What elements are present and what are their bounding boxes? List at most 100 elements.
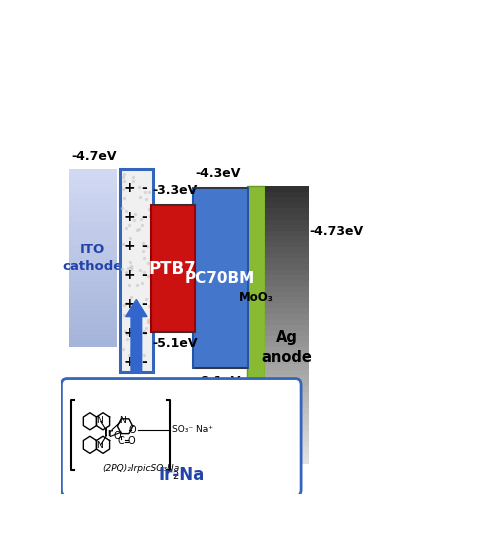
Text: PC70BM: PC70BM bbox=[185, 271, 255, 286]
Text: -4.73eV: -4.73eV bbox=[310, 225, 364, 238]
Bar bbox=[265, 420, 309, 425]
Text: -: - bbox=[141, 239, 146, 253]
Bar bbox=[69, 181, 116, 187]
Bar bbox=[265, 209, 309, 214]
Bar bbox=[265, 220, 309, 225]
Bar bbox=[69, 228, 116, 234]
Bar bbox=[265, 286, 309, 292]
Bar bbox=[265, 447, 309, 453]
Text: N: N bbox=[96, 416, 103, 425]
Text: PTB7: PTB7 bbox=[149, 260, 196, 278]
Bar bbox=[265, 186, 309, 192]
Text: -: - bbox=[141, 268, 146, 282]
Bar bbox=[265, 231, 309, 236]
Bar bbox=[69, 293, 116, 299]
Bar bbox=[265, 336, 309, 342]
Text: MoO₃: MoO₃ bbox=[239, 291, 273, 304]
Text: -: - bbox=[141, 326, 146, 340]
Bar bbox=[69, 299, 116, 305]
Bar bbox=[69, 258, 116, 264]
Bar bbox=[69, 287, 116, 293]
Text: -5.1eV: -5.1eV bbox=[152, 337, 197, 350]
Bar bbox=[247, 186, 265, 464]
Bar bbox=[265, 248, 309, 253]
Bar bbox=[69, 210, 116, 216]
Bar bbox=[69, 264, 116, 270]
Bar bbox=[69, 335, 116, 341]
Bar bbox=[69, 329, 116, 335]
Bar bbox=[265, 392, 309, 397]
Bar bbox=[265, 320, 309, 325]
Bar bbox=[69, 341, 116, 346]
FancyBboxPatch shape bbox=[61, 379, 301, 496]
Bar bbox=[265, 458, 309, 464]
Bar bbox=[265, 198, 309, 203]
Text: (2PQ)₂IrpicSO₃Na: (2PQ)₂IrpicSO₃Na bbox=[103, 465, 180, 473]
Bar bbox=[69, 317, 116, 323]
Bar bbox=[265, 236, 309, 242]
Text: -3.3eV: -3.3eV bbox=[152, 184, 197, 197]
Bar bbox=[265, 264, 309, 270]
Bar bbox=[265, 386, 309, 392]
Text: +: + bbox=[124, 268, 135, 282]
Text: O: O bbox=[128, 436, 136, 446]
Bar bbox=[69, 175, 116, 181]
Bar bbox=[265, 364, 309, 370]
Bar bbox=[265, 347, 309, 353]
Text: -: - bbox=[141, 355, 146, 369]
Bar bbox=[265, 214, 309, 220]
Bar bbox=[69, 187, 116, 193]
Bar bbox=[265, 292, 309, 297]
Bar bbox=[265, 309, 309, 314]
Bar bbox=[265, 192, 309, 198]
Bar bbox=[265, 425, 309, 431]
Bar bbox=[120, 169, 153, 372]
Bar bbox=[265, 225, 309, 231]
Bar bbox=[265, 403, 309, 408]
Bar bbox=[265, 414, 309, 420]
FancyArrow shape bbox=[126, 300, 147, 372]
Text: N: N bbox=[119, 416, 126, 425]
Bar bbox=[265, 297, 309, 303]
Bar bbox=[265, 325, 309, 331]
Bar bbox=[265, 431, 309, 436]
Text: Ir: Ir bbox=[104, 428, 113, 438]
Bar bbox=[265, 242, 309, 248]
Bar bbox=[69, 276, 116, 281]
Bar bbox=[69, 193, 116, 199]
Bar bbox=[265, 408, 309, 414]
Bar bbox=[69, 270, 116, 276]
Text: 2: 2 bbox=[172, 471, 178, 481]
Bar bbox=[69, 199, 116, 205]
Text: -4.7eV: -4.7eV bbox=[71, 150, 116, 163]
Text: +: + bbox=[124, 297, 135, 311]
Bar bbox=[265, 442, 309, 447]
Bar bbox=[265, 397, 309, 403]
Text: +: + bbox=[124, 239, 135, 253]
Bar bbox=[265, 359, 309, 364]
Bar bbox=[265, 275, 309, 281]
Bar bbox=[69, 323, 116, 329]
Bar bbox=[69, 223, 116, 228]
Bar bbox=[69, 205, 116, 210]
Text: ITO
cathode: ITO cathode bbox=[63, 243, 123, 273]
Bar bbox=[265, 331, 309, 336]
Bar bbox=[265, 381, 309, 386]
Bar bbox=[69, 252, 116, 258]
Bar bbox=[265, 253, 309, 259]
Bar bbox=[265, 259, 309, 264]
Text: +: + bbox=[124, 181, 135, 195]
Text: -: - bbox=[141, 181, 146, 195]
Text: O: O bbox=[113, 431, 121, 441]
Text: O: O bbox=[129, 426, 136, 436]
Bar bbox=[265, 375, 309, 381]
Bar bbox=[69, 281, 116, 287]
Text: -: - bbox=[141, 210, 146, 224]
Bar bbox=[265, 303, 309, 309]
Text: +: + bbox=[124, 210, 135, 224]
Bar bbox=[265, 342, 309, 347]
Text: SO₃⁻ Na⁺: SO₃⁻ Na⁺ bbox=[172, 425, 213, 433]
Bar bbox=[265, 270, 309, 275]
Bar bbox=[192, 188, 248, 368]
Text: +: + bbox=[124, 355, 135, 369]
